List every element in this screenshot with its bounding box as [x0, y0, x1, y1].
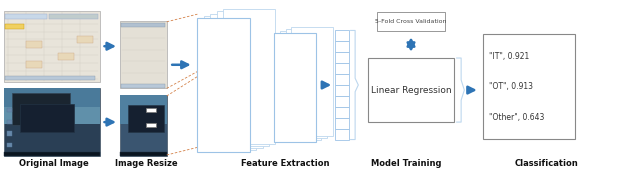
FancyBboxPatch shape [285, 29, 327, 138]
FancyBboxPatch shape [280, 31, 321, 140]
FancyBboxPatch shape [20, 104, 74, 132]
FancyBboxPatch shape [120, 21, 167, 88]
FancyBboxPatch shape [26, 61, 42, 68]
FancyBboxPatch shape [122, 23, 166, 27]
FancyBboxPatch shape [4, 88, 100, 124]
FancyBboxPatch shape [4, 152, 100, 156]
FancyBboxPatch shape [204, 15, 256, 150]
FancyBboxPatch shape [129, 105, 164, 132]
Text: "IT", 0.921: "IT", 0.921 [489, 52, 529, 61]
FancyBboxPatch shape [335, 85, 349, 96]
FancyBboxPatch shape [4, 107, 100, 124]
FancyBboxPatch shape [378, 13, 445, 31]
FancyBboxPatch shape [7, 143, 12, 147]
FancyBboxPatch shape [147, 108, 156, 112]
FancyBboxPatch shape [216, 12, 269, 146]
FancyBboxPatch shape [58, 53, 74, 60]
FancyBboxPatch shape [26, 41, 42, 48]
FancyBboxPatch shape [7, 120, 12, 124]
FancyBboxPatch shape [147, 123, 156, 127]
Text: "Other", 0.643: "Other", 0.643 [489, 113, 545, 122]
Text: Original Image: Original Image [19, 159, 88, 168]
FancyBboxPatch shape [335, 41, 349, 52]
FancyBboxPatch shape [4, 11, 100, 82]
FancyBboxPatch shape [7, 108, 12, 112]
Text: Image Resize: Image Resize [115, 159, 178, 168]
FancyBboxPatch shape [12, 94, 70, 125]
FancyBboxPatch shape [335, 118, 349, 129]
FancyBboxPatch shape [5, 14, 47, 19]
FancyBboxPatch shape [335, 30, 349, 41]
Text: Classification: Classification [515, 159, 579, 168]
FancyBboxPatch shape [49, 14, 99, 19]
Text: Model Training: Model Training [371, 159, 442, 168]
FancyBboxPatch shape [335, 129, 349, 140]
Text: Feature Extraction: Feature Extraction [241, 159, 329, 168]
FancyBboxPatch shape [223, 10, 275, 144]
FancyBboxPatch shape [335, 74, 349, 85]
FancyBboxPatch shape [335, 63, 349, 74]
Text: Linear Regression: Linear Regression [371, 86, 451, 95]
FancyBboxPatch shape [274, 33, 316, 142]
Text: "OT", 0.913: "OT", 0.913 [489, 82, 533, 91]
FancyBboxPatch shape [120, 95, 167, 124]
Text: 5-Fold Cross Validation: 5-Fold Cross Validation [375, 19, 447, 24]
FancyBboxPatch shape [335, 96, 349, 107]
FancyBboxPatch shape [4, 88, 100, 156]
FancyBboxPatch shape [122, 84, 166, 88]
FancyBboxPatch shape [368, 58, 454, 122]
FancyBboxPatch shape [210, 13, 262, 148]
FancyBboxPatch shape [5, 24, 24, 29]
FancyBboxPatch shape [483, 34, 575, 139]
FancyBboxPatch shape [335, 107, 349, 118]
FancyBboxPatch shape [120, 152, 167, 156]
FancyBboxPatch shape [120, 95, 167, 156]
FancyBboxPatch shape [7, 131, 12, 136]
FancyBboxPatch shape [197, 18, 250, 152]
FancyBboxPatch shape [291, 27, 333, 136]
FancyBboxPatch shape [77, 36, 93, 43]
FancyBboxPatch shape [335, 52, 349, 63]
FancyBboxPatch shape [5, 76, 95, 80]
